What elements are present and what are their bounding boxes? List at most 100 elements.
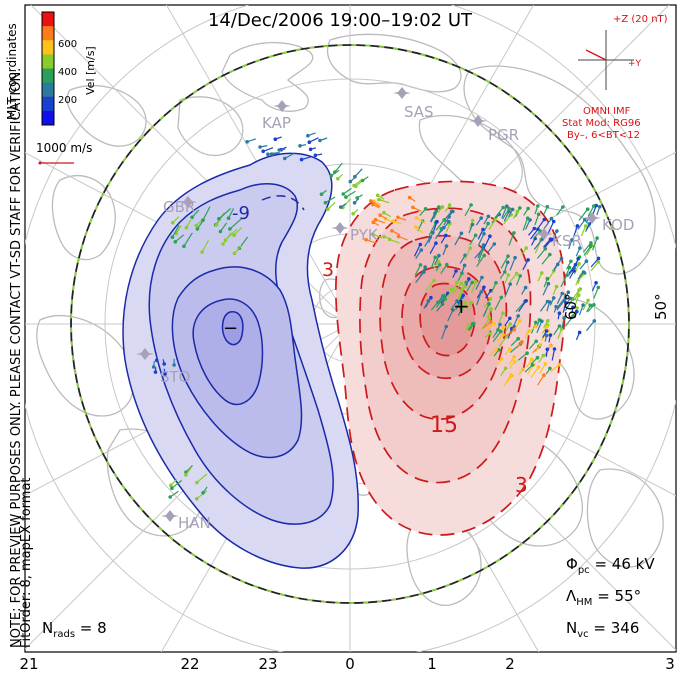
velocity-vector-origin (349, 180, 353, 184)
velocity-vector-origin (445, 263, 449, 267)
station-label: PGR (488, 126, 519, 144)
colorbar-swatch (42, 40, 54, 55)
colorbar-swatch (42, 97, 54, 112)
velocity-vector-origin (196, 227, 200, 231)
velocity-vector-origin (576, 257, 580, 261)
velocity-vector-origin (546, 277, 550, 281)
station-gbr: GBR (163, 196, 197, 216)
velocity-vector-origin (217, 217, 221, 221)
velocity-vector-origin (569, 260, 573, 264)
velocity-vector-origin (534, 340, 538, 344)
velocity-vector-origin (546, 319, 550, 323)
velocity-vector-origin (520, 340, 524, 344)
velocity-vector-origin (545, 329, 549, 333)
velocity-vector-origin (493, 242, 497, 246)
velocity-vector-origin (500, 357, 504, 361)
velocity-vector-origin (376, 194, 380, 198)
velocity-vector-origin (463, 264, 467, 268)
velocity-vector-origin (488, 316, 492, 320)
velocity-vector-origin (190, 216, 194, 220)
colorbar-swatches (42, 12, 54, 126)
velocity-vector-origin (547, 282, 551, 286)
colorbar-label: Vel [m/s] (84, 46, 97, 95)
velocity-vector-origin (336, 177, 340, 181)
velocity-vector-origin (518, 274, 522, 278)
velocity-vector-origin (467, 277, 471, 281)
velocity-vector-origin (471, 219, 475, 223)
velocity-vector-origin (397, 235, 401, 239)
station-label: KSR (552, 232, 582, 250)
velocity-vector-origin (542, 373, 546, 377)
velocity-vector-origin (326, 207, 330, 211)
velocity-vector-origin (423, 265, 427, 269)
velocity-vector-origin (215, 223, 219, 227)
stat-model: Stat Mod: RG96 (562, 118, 641, 129)
velocity-vector-origin (460, 232, 464, 236)
velocity-vector-origin (342, 192, 346, 196)
velocity-vector-origin (506, 254, 510, 258)
velocity-vector-origin (548, 300, 552, 304)
velocity-vector-origin (597, 286, 601, 290)
velocity-vector-origin (445, 244, 449, 248)
velocity-vector-origin (339, 205, 343, 209)
velocity-vector-origin (506, 261, 510, 265)
velocity-vector-origin (577, 262, 581, 266)
velocity-vector-origin (557, 363, 561, 367)
velocity-vector-origin (221, 242, 225, 246)
velocity-vector-origin (525, 351, 529, 355)
velocity-vector-origin (537, 213, 541, 217)
velocity-vector-origin (598, 205, 602, 209)
velocity-vector-origin (469, 203, 473, 207)
mlt-tick-label: 21 (19, 655, 38, 673)
velocity-vector-origin (436, 301, 440, 305)
velocity-vector-origin (152, 365, 156, 369)
velocity-vector-origin (201, 491, 205, 495)
velocity-vector-origin (539, 343, 543, 347)
velocity-vector-origin (582, 270, 586, 274)
velocity-vector-origin (574, 263, 578, 267)
velocity-vector-origin (408, 196, 412, 200)
reference-vector-label: 1000 m/s (36, 141, 92, 155)
velocity-vector-origin (432, 279, 436, 283)
velocity-vector-origin (585, 259, 589, 263)
velocity-vector-origin (576, 224, 580, 228)
velocity-vector-origin (442, 294, 446, 298)
imf-y-label: +Y (628, 59, 642, 69)
velocity-vector-origin (584, 224, 588, 228)
velocity-vector-origin (219, 230, 223, 234)
velocity-vector-origin (561, 205, 565, 209)
velocity-vector-origin (308, 140, 312, 144)
latitude-label: 50° (652, 293, 670, 320)
velocity-vector-origin (548, 253, 552, 257)
velocity-vector-origin (537, 365, 541, 369)
velocity-vector-origin (415, 216, 419, 220)
velocity-vector-origin (444, 234, 448, 238)
station-label: GBR (163, 198, 195, 216)
velocity-vector-origin (474, 280, 478, 284)
velocity-vector-origin (589, 241, 593, 245)
velocity-vector-origin (266, 152, 270, 156)
velocity-vector-origin (318, 139, 322, 143)
velocity-vector-origin (489, 320, 493, 324)
velocity-vector-origin (578, 331, 582, 335)
velocity-vector-origin (390, 229, 394, 233)
velocity-vector-origin (554, 305, 558, 309)
colorbar-tick: 400 (58, 67, 77, 78)
velocity-vector-origin (495, 348, 499, 352)
velocity-vector-origin (501, 206, 505, 210)
colorbar-tick: 600 (58, 39, 77, 50)
velocity-vector-origin (595, 236, 599, 240)
station-label: KAP (262, 114, 291, 132)
colorbar-swatch (42, 83, 54, 98)
velocity-vector-origin (543, 218, 547, 222)
velocity-vector-origin (597, 257, 601, 261)
velocity-vector-origin (184, 473, 188, 477)
velocity-vector-origin (174, 240, 178, 244)
velocity-vector-origin (592, 204, 596, 208)
velocity-vector-origin (382, 235, 386, 239)
velocity-vector-origin (420, 248, 424, 252)
velocity-vector-origin (431, 231, 435, 235)
velocity-vector-origin (463, 284, 467, 288)
velocity-vector-origin (526, 216, 530, 220)
velocity-vector-origin (200, 250, 204, 254)
